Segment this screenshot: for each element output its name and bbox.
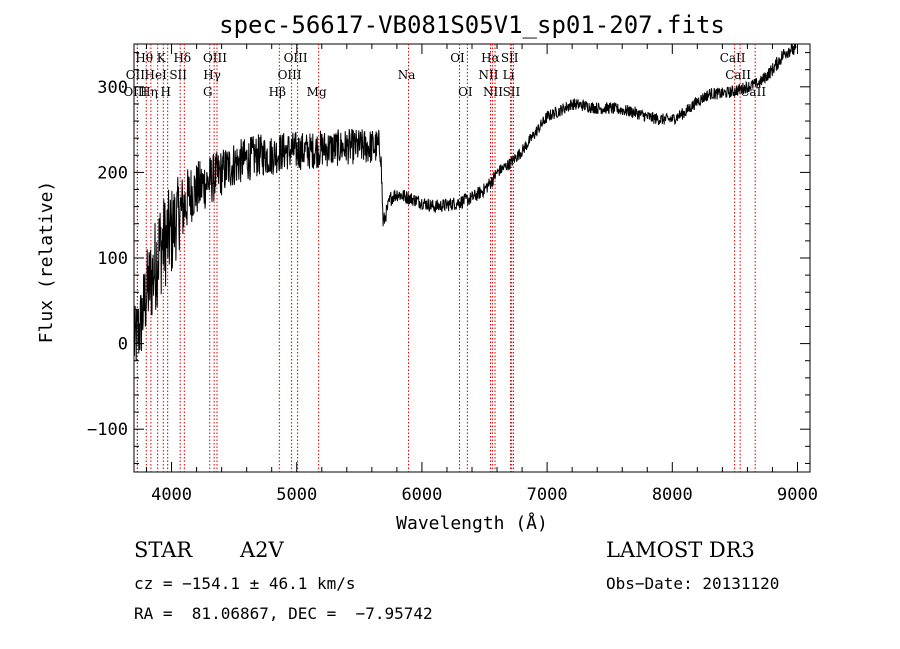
line-label: K bbox=[157, 51, 167, 65]
line-label: Na bbox=[398, 68, 416, 82]
line-label: Hα bbox=[481, 51, 500, 65]
line-label: OIII bbox=[123, 85, 147, 99]
line-label: H bbox=[160, 85, 170, 99]
line-label: NII bbox=[483, 85, 503, 99]
x-tick-label: 5000 bbox=[276, 485, 317, 505]
line-label: CaII bbox=[725, 68, 751, 82]
line-label: OII bbox=[126, 68, 146, 82]
line-label: Hγ bbox=[203, 68, 221, 82]
y-tick-label: 100 bbox=[97, 249, 128, 269]
plot-frame bbox=[133, 43, 811, 473]
x-tick-label: 6000 bbox=[401, 485, 442, 505]
y-tick-label: 300 bbox=[97, 78, 128, 98]
line-label: Hδ bbox=[173, 51, 191, 65]
line-label: HeI bbox=[145, 68, 168, 82]
survey-name: LAMOST DR3 bbox=[606, 538, 755, 562]
y-tick-label: −100 bbox=[87, 420, 128, 440]
redshift-velocity: cz = −154.1 ± 46.1 km/s bbox=[134, 574, 356, 593]
y-axis-label: Flux (relative) bbox=[36, 181, 57, 344]
line-label: SII bbox=[503, 85, 521, 99]
line-label: OIII bbox=[284, 51, 308, 65]
line-label: Mg bbox=[307, 85, 327, 99]
object-subclass: A2V bbox=[240, 538, 284, 562]
spectrum-line bbox=[133, 43, 797, 362]
x-tick-label: 4000 bbox=[151, 485, 192, 505]
y-tick-label: 0 bbox=[118, 335, 128, 355]
line-label: G bbox=[203, 85, 213, 99]
line-label: OI bbox=[450, 51, 465, 65]
x-tick-label: 7000 bbox=[527, 485, 568, 505]
line-label: Li bbox=[503, 68, 515, 82]
line-label: Hθ bbox=[135, 51, 153, 65]
observation-date: Obs−Date: 20131120 bbox=[606, 574, 780, 593]
line-label: SII bbox=[169, 68, 187, 82]
x-tick-label: 8000 bbox=[652, 485, 693, 505]
spectral-line-markers bbox=[136, 44, 756, 472]
line-label: Hβ bbox=[269, 85, 286, 99]
coordinates: RA = 81.06867, DEC = −7.95742 bbox=[134, 604, 433, 623]
axis-ticks: 4000 5000 6000 7000 8000 9000 −100 0 100 200 300 bbox=[87, 44, 818, 505]
line-label: OIII bbox=[203, 51, 227, 65]
x-axis-label: Wavelength (Å) bbox=[396, 512, 548, 534]
spectrum-series bbox=[133, 43, 797, 362]
line-label: OIII bbox=[278, 68, 302, 82]
chart-title: spec-56617-VB081S05V1_sp01-207.fits bbox=[219, 11, 725, 39]
line-label: Hη bbox=[140, 85, 158, 99]
line-label: OI bbox=[458, 85, 473, 99]
line-label: CaII bbox=[720, 51, 746, 65]
x-tick-label: 9000 bbox=[777, 485, 818, 505]
object-class: STAR bbox=[134, 538, 193, 562]
y-tick-label: 200 bbox=[97, 163, 128, 183]
line-label: SII bbox=[501, 51, 519, 65]
line-label: NII bbox=[479, 68, 499, 82]
spectral-line-labels: Hθ OII OIII K HeI Hη H SII Hδ OIII Hγ G OIII OIII Hβ Mg… bbox=[123, 51, 766, 99]
